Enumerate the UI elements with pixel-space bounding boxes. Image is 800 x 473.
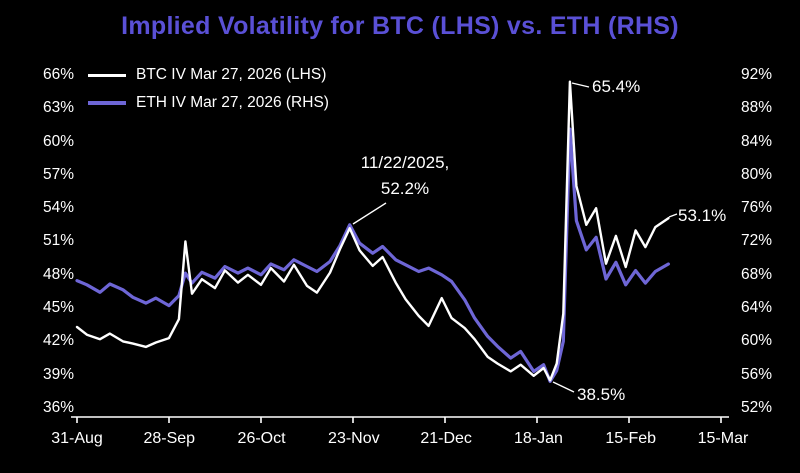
annotation-nov-peak-date: 11/22/2025, — [360, 153, 450, 172]
annotation-nov-peak: 11/22/2025, 52.2% — [330, 150, 480, 202]
y-right-tick-label: 56% — [741, 365, 773, 383]
y-left-tick-label: 66% — [42, 66, 74, 83]
x-tick-label: 15-Feb — [605, 430, 657, 447]
annotation-feb-spike: 65.4% — [592, 77, 641, 96]
legend: BTC IV Mar 27, 2026 (LHS) ETH IV Mar 27,… — [88, 66, 329, 112]
y-right-tick-label: 60% — [741, 332, 773, 350]
chart-title: Implied Volatility for BTC (LHS) vs. ETH… — [121, 12, 679, 40]
y-left-tick-label: 42% — [42, 332, 74, 350]
x-tick-label: 28-Sep — [143, 430, 196, 447]
nov-peak-callout-line — [352, 202, 387, 225]
x-tick-label: 15-Mar — [697, 430, 749, 447]
eth-line-swatch — [88, 101, 126, 105]
x-tick-label: 31-Aug — [51, 430, 103, 447]
x-tick-label: 18-Jan — [513, 430, 563, 447]
y-right-tick-label: 88% — [741, 99, 773, 117]
legend-item-eth: ETH IV Mar 27, 2026 (RHS) — [88, 94, 329, 112]
y-left-tick-label: 57% — [42, 165, 74, 183]
y-right-tick-label: 72% — [741, 232, 773, 250]
jan-low-callout-line — [552, 381, 575, 393]
btc-iv-line — [75, 80, 670, 382]
y-left-tick-label: 54% — [42, 199, 74, 217]
y-left-tick-label: 63% — [42, 99, 74, 117]
annotation-latest: 53.1% — [678, 206, 727, 225]
y-right-tick-label: 68% — [741, 265, 773, 283]
y-axis-right: 92% 88% 84% 80% 76% 72% 68% 64% 60% 56% … — [741, 66, 795, 417]
y-right-tick-label: 80% — [741, 165, 773, 183]
legend-label-eth: ETH IV Mar 27, 2026 (RHS) — [136, 94, 329, 111]
y-left-tick-label: 36% — [42, 398, 74, 416]
annotation-nov-peak-value: 52.2% — [380, 179, 430, 198]
y-right-tick-label: 92% — [741, 66, 773, 83]
y-right-tick-label: 76% — [741, 199, 773, 217]
y-axis-left: 66% 63% 60% 57% 54% 51% 48% 45% 42% 39% … — [20, 66, 74, 417]
y-left-tick-label: 45% — [42, 299, 74, 317]
x-axis-line — [71, 416, 729, 423]
btc-line-swatch — [88, 73, 126, 77]
y-left-tick-label: 48% — [42, 265, 74, 283]
annotation-jan-low: 38.5% — [577, 385, 626, 404]
x-tick-label: 23-Nov — [328, 430, 380, 447]
feb-spike-callout-line — [571, 82, 590, 88]
y-left-tick-label: 60% — [42, 132, 74, 150]
y-right-tick-label: 84% — [741, 132, 773, 150]
legend-label-btc: BTC IV Mar 27, 2026 (LHS) — [136, 66, 327, 83]
x-axis-labels: 31-Aug 28-Sep 26-Oct 23-Nov 21-Dec 18-Ja… — [35, 430, 765, 448]
y-left-tick-label: 39% — [42, 365, 74, 383]
x-tick-label: 26-Oct — [237, 430, 286, 447]
x-tick-label: 21-Dec — [420, 430, 472, 447]
y-left-tick-label: 51% — [42, 232, 74, 250]
latest-callout-line — [668, 213, 678, 218]
legend-item-btc: BTC IV Mar 27, 2026 (LHS) — [88, 66, 329, 84]
y-right-tick-label: 64% — [741, 299, 773, 317]
y-right-tick-label: 52% — [741, 398, 773, 416]
